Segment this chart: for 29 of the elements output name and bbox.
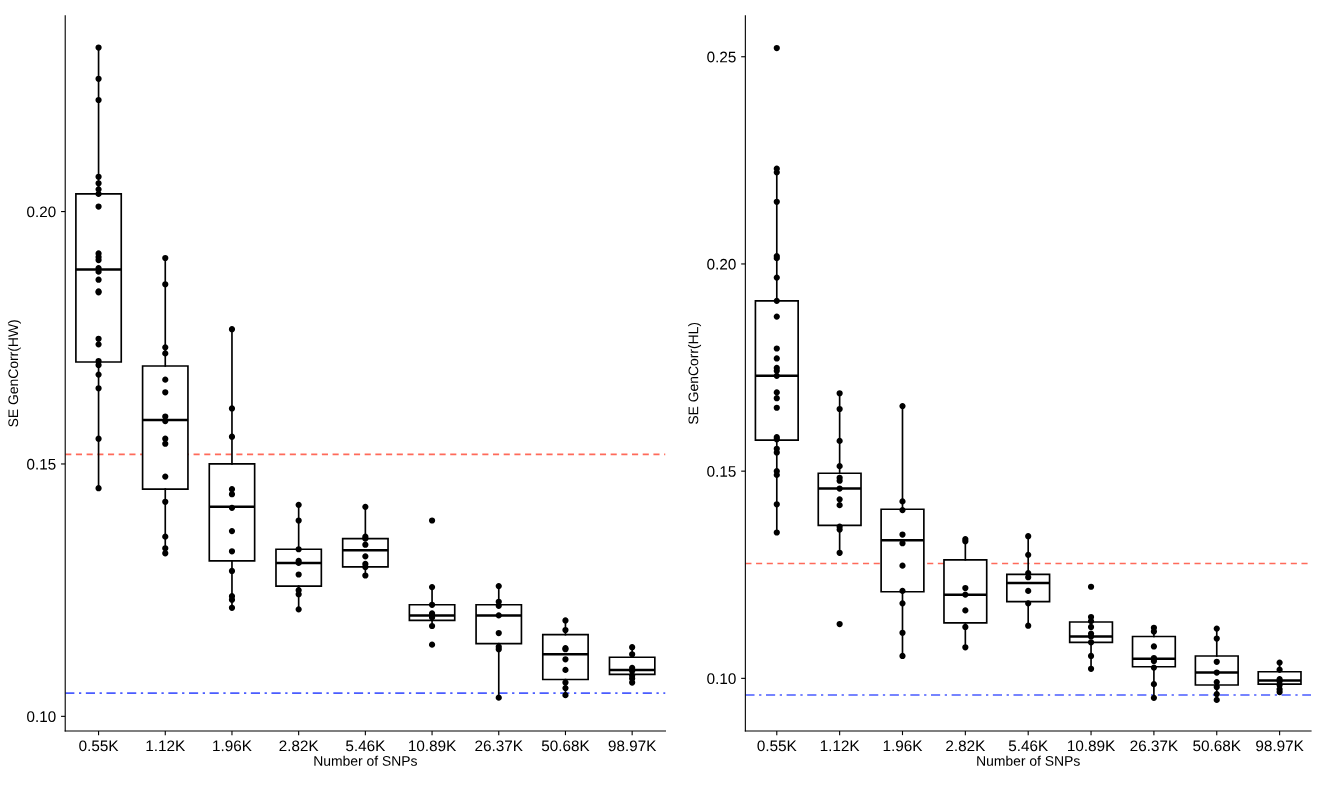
x-tick-label: 1.96K xyxy=(883,740,923,752)
x-tick-label: 50.68K xyxy=(1193,740,1241,752)
x-tick-label: 1.12K xyxy=(146,740,186,752)
x-tick-label: 10.89K xyxy=(1068,740,1116,752)
x-tick-label: 26.37K xyxy=(1130,740,1178,752)
x-axis-title: Number of SNPs xyxy=(977,755,1080,766)
x-tick-label: 1.96K xyxy=(213,740,252,752)
y-axis-title: SE GenCorr(HW) xyxy=(7,320,21,427)
y-axis-title: SE GenCorr(HL) xyxy=(688,322,702,425)
x-tick-label: 2.82K xyxy=(279,740,319,752)
x-tick-label: 0.55K xyxy=(757,740,797,752)
y-tick-label: 0.20 xyxy=(707,258,736,270)
x-tick-label: 5.46K xyxy=(1008,740,1048,752)
x-tick-label: 2.82K xyxy=(946,740,986,752)
x-axis-title: Number of SNPs xyxy=(314,755,417,766)
x-tick-label: 50.68K xyxy=(541,740,590,752)
y-tick-label: 0.20 xyxy=(27,206,56,218)
y-tick-label: 0.25 xyxy=(707,51,736,63)
x-tick-label: 1.12K xyxy=(820,740,860,752)
y-tick-label: 0.15 xyxy=(707,466,736,477)
x-tick-label: 5.46K xyxy=(346,740,386,752)
x-tick-label: 0.55K xyxy=(79,740,119,752)
y-tick-label: 0.15 xyxy=(27,458,56,470)
x-tick-label: 98.97K xyxy=(608,740,657,752)
x-tick-label: 98.97K xyxy=(1256,740,1304,752)
x-tick-label: 10.89K xyxy=(409,740,457,752)
y-tick-label: 0.10 xyxy=(707,673,736,685)
x-tick-label: 26.37K xyxy=(475,740,523,752)
y-tick-label: 0.10 xyxy=(27,711,56,723)
